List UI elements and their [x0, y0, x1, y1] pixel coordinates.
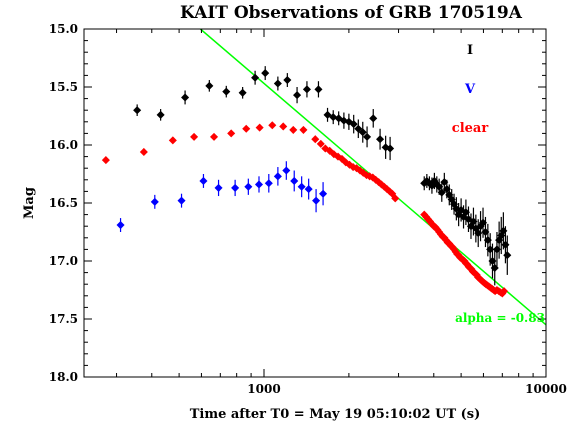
data-point: [227, 129, 236, 138]
y-tick-label: 17.5: [49, 312, 78, 326]
data-point: [205, 81, 214, 90]
data-point: [251, 73, 260, 82]
data-point: [349, 120, 358, 129]
data-point: [314, 85, 323, 94]
data-point: [210, 132, 219, 141]
data-point: [354, 124, 363, 133]
data-point: [325, 146, 334, 155]
data-point: [363, 132, 372, 141]
data-point: [359, 168, 368, 177]
data-point: [290, 176, 299, 185]
data-point: [386, 144, 395, 153]
data-point: [150, 197, 159, 206]
data-point: [329, 150, 338, 159]
x-tick-label: 1000: [247, 382, 280, 396]
series-layer: [101, 66, 512, 298]
data-point: [391, 194, 400, 203]
data-point: [254, 180, 264, 189]
data-point: [344, 117, 353, 126]
chart-title: KAIT Observations of GRB 170519A: [180, 3, 523, 23]
series-v: [116, 161, 328, 232]
data-point: [358, 128, 367, 137]
series-i: [133, 66, 512, 286]
legend-entry-i: I: [467, 43, 473, 58]
data-point: [381, 143, 390, 152]
data-point: [323, 110, 332, 119]
data-point: [199, 176, 208, 185]
data-point: [345, 160, 354, 169]
legend-entry-clear: clear: [452, 121, 489, 136]
data-point: [264, 179, 273, 188]
data-point: [168, 136, 177, 145]
data-point: [139, 147, 148, 156]
data-point: [282, 166, 291, 175]
y-tick-label: 15.5: [49, 80, 78, 94]
x-axis-label: Time after T0 = May 19 05:10:02 UT (s): [190, 407, 481, 422]
series-clear: [101, 121, 509, 298]
y-axis-label: Mag: [22, 187, 37, 219]
data-point: [242, 124, 251, 133]
data-point: [316, 139, 325, 148]
data-point: [279, 122, 288, 131]
data-point: [503, 251, 512, 260]
ticks-layer: 15.0 15.5 16.0 16.5 17.0 17.5 18.0 1000 10000: [49, 22, 567, 396]
data-point: [244, 182, 253, 191]
data-point: [312, 196, 321, 205]
data-point: [273, 172, 282, 181]
y-tick-label: 17.0: [49, 254, 78, 268]
y-tick-label: 18.0: [49, 370, 78, 384]
data-point: [116, 221, 125, 230]
data-point: [289, 125, 298, 134]
data-point: [293, 91, 302, 100]
data-point: [500, 287, 509, 296]
data-point: [268, 121, 277, 130]
legend-entry-v: V: [464, 82, 476, 97]
data-point: [238, 88, 247, 97]
y-tick-label: 16.0: [49, 138, 78, 152]
data-point: [222, 87, 231, 96]
data-point: [339, 116, 348, 125]
data-point: [273, 79, 282, 88]
data-point: [352, 164, 361, 173]
data-point: [302, 85, 311, 94]
data-point: [156, 110, 165, 119]
data-point: [261, 69, 270, 78]
data-point: [329, 113, 338, 122]
data-point: [376, 135, 385, 144]
data-point: [214, 183, 223, 192]
data-point: [304, 185, 313, 194]
data-point: [297, 182, 306, 191]
data-point: [101, 156, 110, 165]
data-point: [190, 132, 199, 141]
data-point: [181, 93, 190, 102]
data-point: [177, 196, 186, 205]
data-point: [321, 144, 330, 153]
data-point: [319, 189, 328, 198]
x-tick-label: 10000: [525, 382, 567, 396]
data-point: [369, 114, 378, 123]
data-point: [255, 123, 264, 132]
data-point: [283, 76, 292, 85]
data-point: [311, 135, 320, 144]
data-point: [231, 183, 240, 192]
fit-line-label: alpha = -0.83: [455, 311, 545, 325]
data-point: [133, 106, 142, 115]
data-point: [299, 125, 308, 134]
y-tick-label: 16.5: [49, 196, 78, 210]
data-point: [368, 173, 377, 182]
y-tick-label: 15.0: [49, 22, 78, 36]
